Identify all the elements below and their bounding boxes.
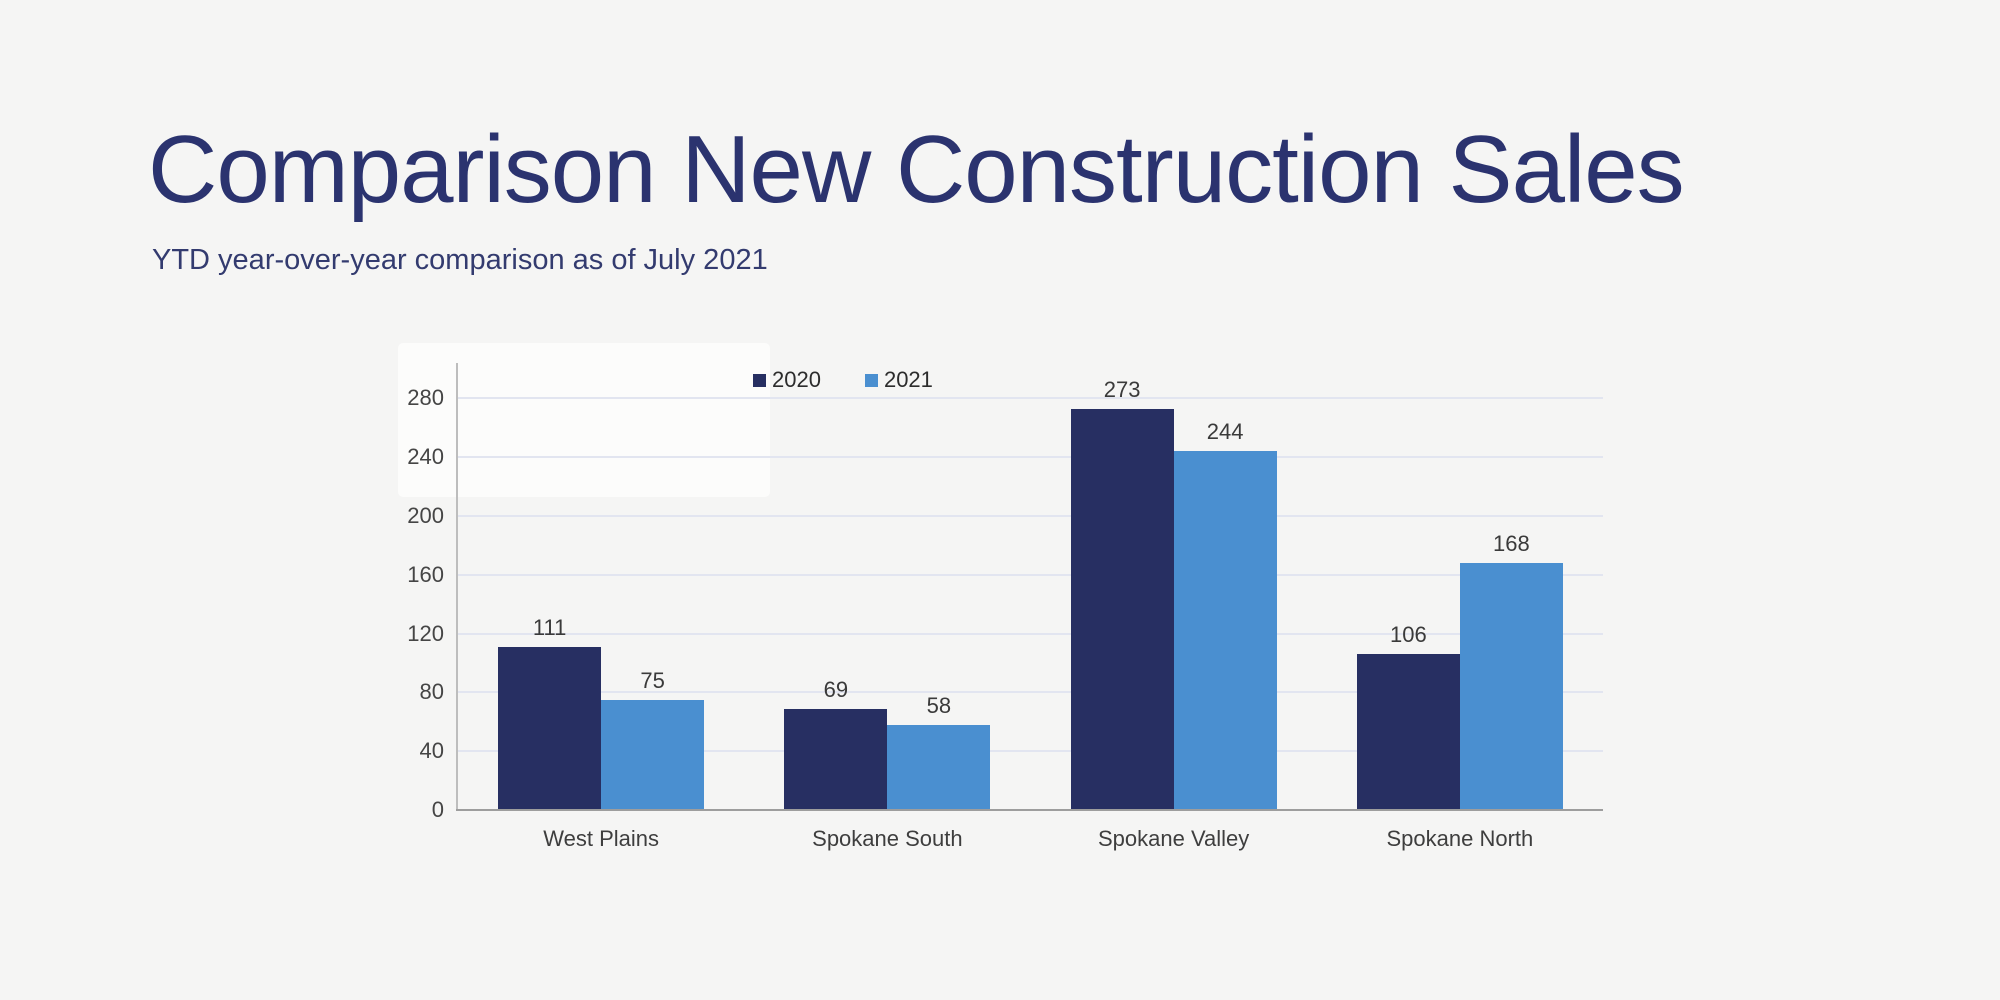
- bar-2020-west-plains: 111: [498, 615, 602, 810]
- gridline-240: [458, 456, 1603, 459]
- legend-swatch-2021: [864, 373, 878, 387]
- bar-group-spokane-valley: 273 244: [1031, 377, 1317, 810]
- gridline-120: [458, 632, 1603, 635]
- y-axis-line: [456, 363, 458, 810]
- bar-2021-spokane-valley: 244: [1173, 419, 1277, 810]
- gridline-40: [458, 750, 1603, 753]
- chart-legend: 2020 2021: [753, 367, 933, 393]
- y-tick-label-40: 40: [419, 738, 444, 764]
- bar-2020-spokane-north: 106: [1356, 622, 1460, 810]
- bar-value-label: 168: [1493, 530, 1530, 556]
- y-tick-label-120: 120: [407, 620, 444, 646]
- page-subtitle: YTD year-over-year comparison as of July…: [152, 244, 768, 276]
- y-tick-label-0: 0: [431, 797, 444, 822]
- bar-value-label: 106: [1390, 622, 1427, 648]
- x-category-label-west-plains: West Plains: [543, 826, 659, 851]
- legend-swatch-2020: [753, 373, 766, 387]
- legend-label: 2021: [883, 367, 933, 392]
- legend-item-2021: 2021: [864, 367, 933, 393]
- chart-plot-area: 0 40 80 120 160 200 240 280 111 75 West Plains 69 58…: [407, 363, 1603, 851]
- bar-value-label: 69: [823, 676, 849, 702]
- bar-2021-west-plains: 75: [601, 668, 705, 810]
- x-category-label-spokane-south: Spokane South: [812, 826, 963, 851]
- bar-2021-spokane-south: 58: [887, 693, 991, 810]
- bar-2021-spokane-north: 168: [1459, 531, 1563, 810]
- bar-value-label: 58: [926, 692, 952, 718]
- x-axis-line: [456, 809, 1603, 811]
- bar-value-label: 273: [1103, 376, 1141, 402]
- y-tick-label-160: 160: [407, 561, 444, 587]
- bar-2020-spokane-valley: 273: [1070, 377, 1174, 810]
- gridline-200: [458, 514, 1603, 517]
- y-tick-label-200: 200: [407, 502, 444, 528]
- bar-value-label: 244: [1206, 419, 1244, 445]
- bar-group-west-plains: 111 75: [458, 615, 744, 810]
- bar-value-label: 111: [532, 614, 567, 640]
- y-tick-label-240: 240: [407, 444, 444, 470]
- background-card: [398, 343, 770, 497]
- x-category-label-spokane-valley: Spokane Valley: [1098, 826, 1250, 851]
- bar-value-label: 75: [640, 667, 665, 693]
- y-tick-label-80: 80: [419, 679, 444, 705]
- bar-group-spokane-north: 106 168: [1317, 531, 1603, 810]
- page-title: Comparison New Construction Sales: [148, 116, 1685, 223]
- legend-label: 2020: [772, 367, 821, 392]
- gridline-280: [458, 397, 1603, 400]
- bar-2020-spokane-south: 69: [784, 677, 888, 810]
- x-category-label-spokane-north: Spokane North: [1386, 826, 1534, 851]
- y-tick-label-280: 280: [407, 385, 444, 411]
- bar-group-spokane-south: 69 58: [744, 677, 1030, 810]
- legend-item-2020: 2020: [753, 367, 821, 393]
- gridline-80: [458, 691, 1603, 694]
- gridline-160: [458, 573, 1603, 576]
